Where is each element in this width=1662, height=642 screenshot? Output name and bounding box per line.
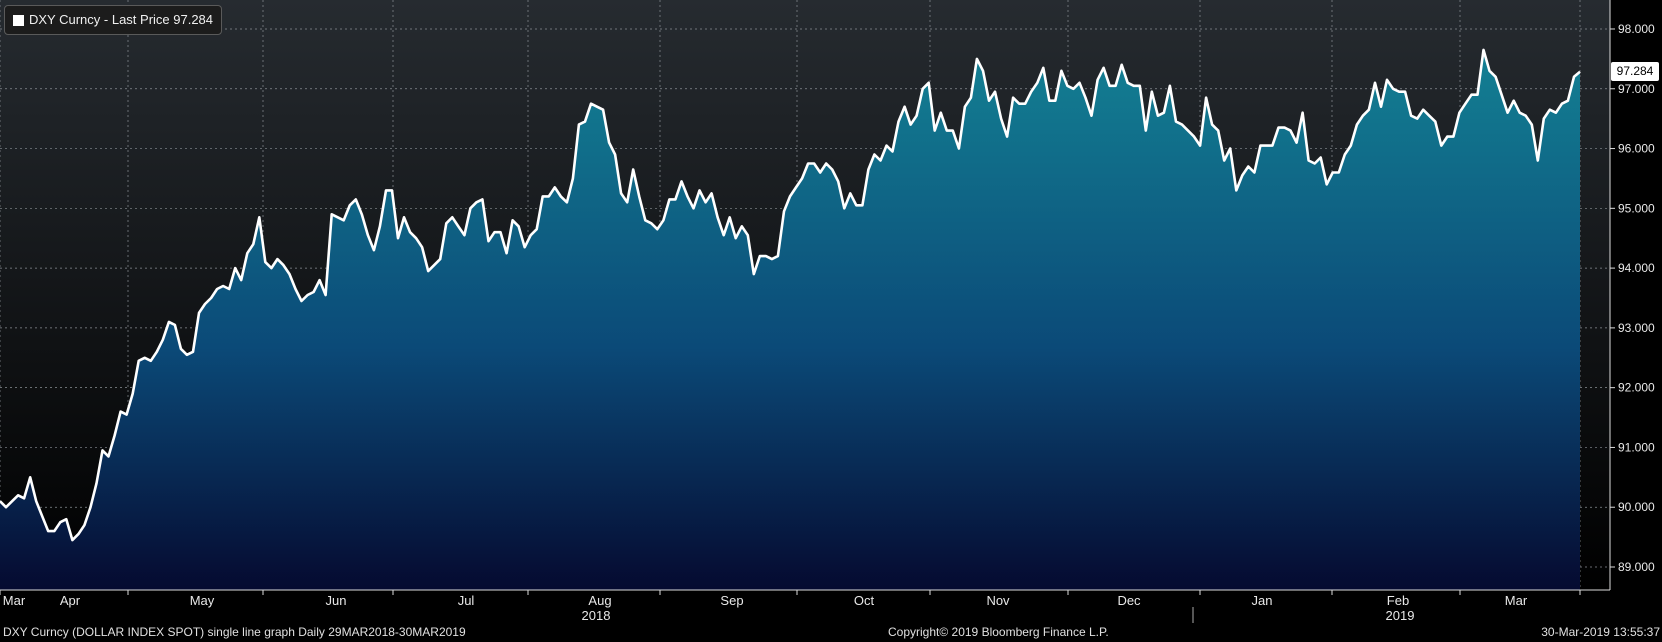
x-tick-label: Nov xyxy=(986,593,1010,608)
price-line xyxy=(0,48,1581,542)
dxy-line-chart: 89.000 90.000 91.000 92.000 93.000 94.000 95.0… xyxy=(0,0,1655,623)
year-label-2018: 2018 xyxy=(582,608,611,623)
x-tick-label: Aug xyxy=(588,593,611,608)
y-tick-label: 89.000 xyxy=(1618,560,1655,574)
year-label-2019: 2019 xyxy=(1386,608,1415,623)
x-tick-label: May xyxy=(190,593,215,608)
legend-label: DXY Curncy - Last Price 97.284 xyxy=(29,12,214,27)
x-tick-label: Feb xyxy=(1387,593,1409,608)
footer-timestamp: 30-Mar-2019 13:55:37 xyxy=(1541,625,1660,639)
x-tick-label: Mar xyxy=(3,593,26,608)
y-tick-label: 94.000 xyxy=(1618,261,1655,275)
y-axis: 89.000 90.000 91.000 92.000 93.000 94.000 95.0… xyxy=(1610,22,1655,574)
x-tick-label: Oct xyxy=(854,593,875,608)
x-tick-label: Jun xyxy=(326,593,347,608)
y-tick-label: 91.000 xyxy=(1618,440,1655,454)
footer-description: DXY Curncy (DOLLAR INDEX SPOT) single li… xyxy=(3,625,466,639)
legend-swatch-icon xyxy=(13,14,24,26)
legend[interactable]: DXY Curncy - Last Price 97.284 xyxy=(4,5,223,35)
x-tick-label: Mar xyxy=(1505,593,1528,608)
x-axis: Mar Apr May Jun Jul Aug Sep Oct Nov Dec Jan Feb Mar xyxy=(0,590,1581,608)
y-tick-label: 92.000 xyxy=(1618,381,1655,395)
footer: DXY Curncy (DOLLAR INDEX SPOT) single li… xyxy=(0,623,1662,642)
x-tick-label: Jul xyxy=(458,593,475,608)
y-tick-label: 90.000 xyxy=(1618,500,1655,514)
y-tick-label: 98.000 xyxy=(1618,22,1655,36)
last-price-badge: 97.284 xyxy=(1611,61,1659,81)
x-tick-label: Apr xyxy=(60,593,81,608)
x-tick-label: Sep xyxy=(720,593,743,608)
y-tick-label: 97.000 xyxy=(1618,82,1655,96)
x-tick-label: Jan xyxy=(1252,593,1273,608)
y-tick-label: 95.000 xyxy=(1618,201,1655,215)
x-tick-label: Dec xyxy=(1117,593,1141,608)
y-tick-label: 96.000 xyxy=(1618,142,1655,156)
y-tick-label: 93.000 xyxy=(1618,321,1655,335)
price-area xyxy=(0,49,1580,590)
footer-copyright: Copyright© 2019 Bloomberg Finance L.P. xyxy=(888,625,1109,639)
